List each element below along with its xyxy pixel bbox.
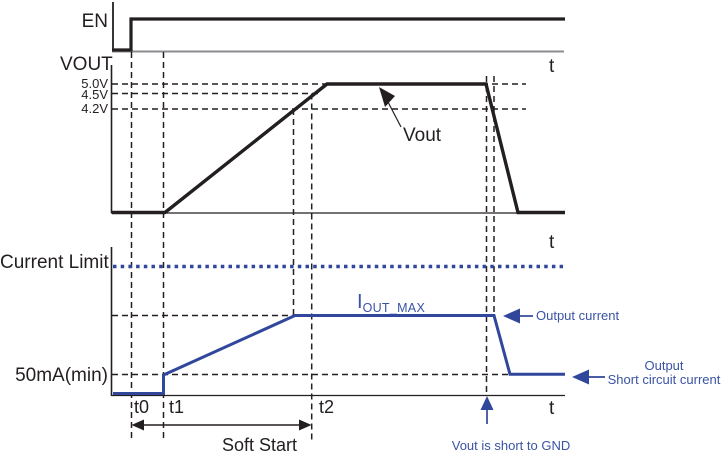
gnd-arrow-head [480, 396, 494, 410]
vout-pointer-line [387, 101, 402, 128]
t0-marker-label: t0 [134, 397, 150, 417]
level-4v2-label: 4.2V [81, 101, 108, 116]
short-circuit-annotation: Output Short circuit current [598, 359, 726, 386]
soft-start-arrow-right-head [299, 419, 312, 431]
vout-axis-label: VOUT [60, 54, 113, 75]
t2-marker-label: t2 [319, 397, 335, 417]
soft-start-arrow-left-head [131, 419, 144, 431]
iout-max-subscript: OUT_MAX [362, 301, 426, 315]
vout-pointer-head [379, 87, 395, 107]
current-time-axis-label: t [549, 398, 555, 419]
vout-waveform [112, 82, 565, 215]
level-5v0-label: 5.0V [81, 76, 108, 91]
min-current-label: 50mA(min) [15, 365, 108, 386]
short-circuit-annotation-line2: Short circuit current [607, 371, 721, 387]
t1-marker-label: t1 [169, 397, 185, 417]
en-waveform [112, 17, 565, 52]
current-limit-label: Current Limit [0, 252, 109, 273]
iout-waveform [113, 314, 565, 395]
iout-max-label: IOUT_MAX [357, 292, 425, 315]
vout-trace-label: Vout [403, 125, 442, 146]
gnd-note-label: Vout is short to GND [451, 438, 571, 453]
iout-max-symbol: I [357, 291, 363, 313]
output-current-annotation: Output current [536, 308, 620, 323]
vout-time-axis-label: t [549, 232, 555, 253]
short-circuit-arrow-head [572, 369, 589, 385]
en-time-axis-label: t [549, 56, 555, 77]
output-current-arrow-head [503, 308, 520, 324]
soft-start-label: Soft Start [222, 435, 298, 453]
short-circuit-annotation-line1: Output [644, 358, 684, 373]
level-4v5-label: 4.5V [81, 87, 108, 102]
en-axis-label: EN [81, 11, 108, 32]
